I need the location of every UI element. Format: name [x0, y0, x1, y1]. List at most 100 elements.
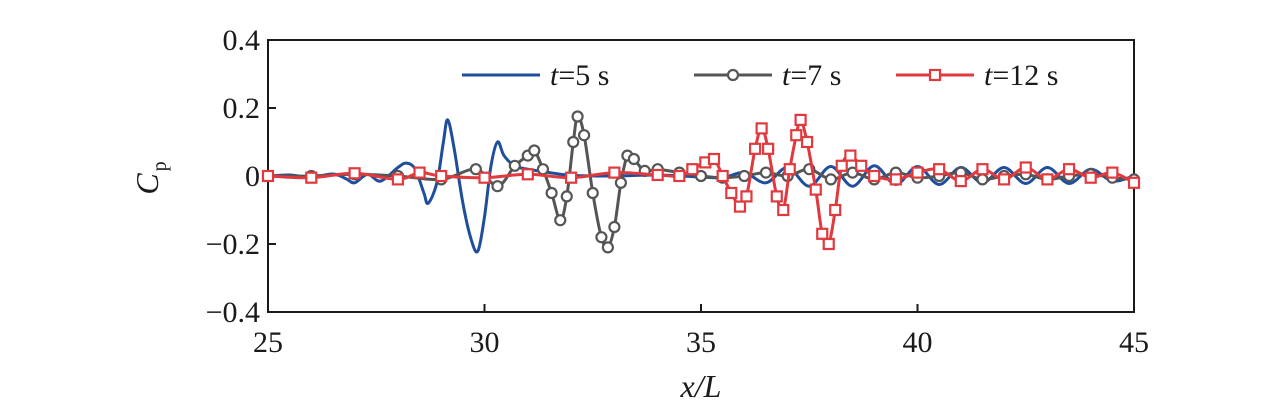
data-point	[725, 186, 738, 200]
x-axis-label: x/L	[680, 368, 722, 404]
data-point	[391, 173, 404, 186]
data-point	[686, 163, 699, 176]
series-1	[267, 118, 1135, 254]
legend-label-rest: =7 s	[790, 59, 841, 92]
data-point	[1127, 176, 1141, 189]
data-point	[933, 163, 946, 176]
data-point	[822, 237, 835, 251]
legend-item-1: t=5 s	[462, 59, 609, 92]
legend-label-rest: =5 s	[558, 59, 609, 92]
data-point	[835, 159, 848, 172]
legend-item-2: t=7 s	[694, 59, 841, 92]
data-point	[762, 142, 775, 155]
data-point	[777, 203, 790, 217]
data-point	[614, 176, 627, 189]
legend-label: t=5 s	[550, 59, 609, 92]
y-tick-label: 0.4	[223, 24, 261, 57]
legend-label: t=12 s	[984, 59, 1058, 92]
data-point	[800, 135, 814, 149]
data-point	[673, 169, 686, 183]
data-point	[577, 129, 591, 142]
data-point	[997, 173, 1011, 186]
data-point	[469, 163, 482, 176]
legend-label-var: t	[984, 59, 993, 92]
data-point	[528, 144, 541, 157]
x-tick-label: 30	[470, 326, 500, 359]
data-point	[911, 166, 924, 179]
data-point	[536, 163, 550, 176]
data-point	[586, 186, 599, 200]
y-tick-label: −0.4	[206, 296, 260, 329]
data-point	[790, 129, 803, 142]
legend: t=5 s t=7 s t=12 s	[462, 59, 1058, 92]
data-point	[824, 173, 838, 186]
data-point	[627, 152, 640, 166]
data-point	[435, 169, 448, 183]
data-point	[1041, 173, 1054, 186]
axis-ticks: 25 30 35 40 45 0.4 0.2 0 −0.2 −0.4	[206, 24, 1149, 359]
data-point	[261, 169, 275, 183]
data-point	[348, 167, 361, 180]
data-point	[567, 135, 580, 149]
data-point	[595, 231, 608, 244]
data-point	[976, 173, 989, 186]
series-line	[267, 118, 1135, 254]
data-point	[608, 220, 621, 234]
data-point	[478, 171, 491, 184]
data-point	[521, 168, 534, 181]
data-point	[560, 190, 573, 203]
data-point	[545, 186, 558, 200]
legend-label-var: t	[550, 59, 559, 92]
y-axis-label: Cp	[129, 161, 171, 194]
data-point	[1084, 171, 1097, 184]
data-point	[707, 152, 721, 166]
data-point	[554, 214, 567, 227]
data-point	[1019, 161, 1032, 174]
series-group	[261, 110, 1141, 254]
x-tick-label: 40	[903, 326, 933, 359]
data-point	[564, 171, 578, 184]
legend-label-var: t	[782, 59, 791, 92]
data-point	[508, 159, 521, 172]
data-point	[1106, 166, 1119, 179]
data-point	[783, 163, 796, 176]
data-point	[755, 122, 768, 135]
data-point	[305, 171, 318, 184]
data-point	[608, 166, 621, 179]
data-point	[889, 173, 902, 186]
x-tick-label: 35	[686, 326, 716, 359]
data-point	[794, 113, 807, 127]
data-point	[976, 163, 989, 176]
data-point	[846, 166, 859, 179]
series-3	[261, 113, 1141, 251]
data-point	[868, 169, 881, 183]
data-point	[694, 169, 708, 183]
y-tick-label: 0	[245, 160, 260, 193]
data-point	[740, 190, 753, 203]
legend-marker	[726, 68, 740, 82]
y-axis-label-sub: p	[149, 161, 171, 171]
data-point	[571, 110, 584, 123]
x-tick-label: 45	[1119, 326, 1149, 359]
y-tick-label: −0.2	[206, 228, 260, 261]
data-point	[855, 159, 868, 172]
legend-marker	[928, 68, 942, 82]
data-point	[749, 142, 762, 155]
data-point	[716, 169, 729, 183]
data-point	[601, 241, 615, 254]
data-point	[738, 169, 751, 183]
data-point	[413, 166, 426, 179]
data-point	[770, 190, 783, 203]
svg-text:Cp: Cp	[129, 161, 171, 194]
y-tick-label: 0.2	[223, 92, 261, 125]
data-point	[733, 200, 747, 213]
data-point	[809, 183, 822, 196]
x-tick-label: 25	[253, 326, 283, 359]
data-point	[844, 149, 857, 162]
data-point	[954, 175, 967, 188]
data-point	[829, 203, 842, 217]
data-point	[491, 180, 504, 193]
data-point	[759, 166, 773, 179]
data-point	[651, 168, 664, 182]
